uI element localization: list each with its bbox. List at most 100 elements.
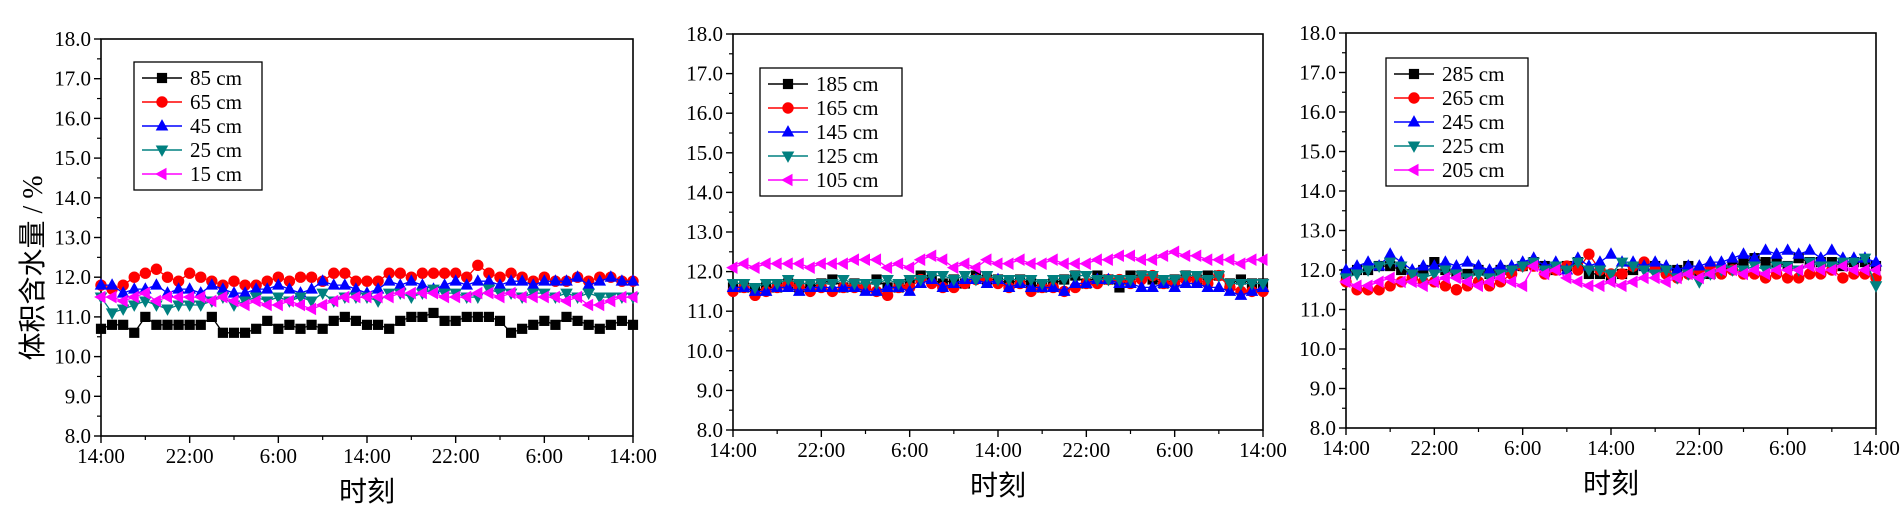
data-point <box>1559 271 1572 285</box>
data-point <box>1156 249 1169 263</box>
data-point <box>858 253 870 267</box>
data-point <box>1091 275 1104 287</box>
data-point <box>1548 263 1561 277</box>
data-point <box>105 290 117 304</box>
data-point <box>1670 271 1682 285</box>
data-point <box>1101 253 1113 267</box>
data-point <box>160 290 172 304</box>
data-point <box>980 271 994 283</box>
data-point <box>228 275 240 287</box>
legend-marker <box>1407 115 1421 127</box>
data-point <box>1079 257 1091 270</box>
data-point <box>494 315 506 326</box>
data-point <box>1024 257 1036 270</box>
data-point <box>1648 271 1660 285</box>
data-point <box>449 274 462 286</box>
data-point <box>1339 275 1351 289</box>
legend-label: 145 cm <box>816 120 878 144</box>
x-tick-label: 14:00 <box>1852 436 1900 460</box>
data-point <box>1461 255 1474 267</box>
data-point <box>227 286 241 298</box>
data-point <box>1516 261 1529 273</box>
data-point <box>770 278 784 291</box>
y-tick-label: 13.0 <box>1299 219 1336 243</box>
x-tick-label: 14:00 <box>974 438 1022 462</box>
data-point <box>1146 280 1159 292</box>
y-tick-label: 12.0 <box>1299 258 1336 282</box>
data-point <box>946 261 959 274</box>
data-point <box>127 290 139 304</box>
y-tick-label: 14.0 <box>54 186 91 210</box>
legend-label: 245 cm <box>1442 110 1504 134</box>
y-tick-label: 18.0 <box>686 22 723 46</box>
data-point <box>1835 259 1848 273</box>
data-point <box>350 275 362 287</box>
y-tick-label: 12.0 <box>686 260 723 284</box>
data-point <box>526 290 538 304</box>
data-point <box>116 304 130 316</box>
data-point <box>1760 257 1771 268</box>
y-tick-label: 18.0 <box>54 27 91 51</box>
data-point <box>1681 267 1693 281</box>
y-tick-label: 9.0 <box>1310 377 1336 401</box>
data-point <box>781 275 795 287</box>
data-point <box>1604 269 1618 281</box>
data-point <box>316 274 329 286</box>
data-point <box>1813 263 1826 277</box>
data-point <box>173 319 184 330</box>
data-point <box>627 319 639 330</box>
data-point <box>892 278 905 291</box>
data-point <box>138 286 150 300</box>
data-point <box>294 292 307 304</box>
x-axis-title: 时刻 <box>970 470 1026 502</box>
data-point <box>304 302 317 316</box>
data-point <box>326 294 339 308</box>
data-point <box>1582 279 1594 293</box>
y-tick-label: 8.0 <box>1310 416 1336 440</box>
data-point <box>404 286 416 300</box>
data-point <box>295 323 306 334</box>
x-tick-label: 6:00 <box>1504 436 1541 460</box>
data-point <box>116 286 130 298</box>
data-point <box>1593 255 1607 267</box>
data-point <box>260 298 272 312</box>
data-point <box>1869 263 1881 277</box>
data-point <box>1394 275 1406 289</box>
data-point <box>448 290 461 304</box>
x-axis-title: 时刻 <box>1583 468 1639 500</box>
data-point <box>550 319 561 330</box>
y-tick-label: 15.0 <box>686 141 723 165</box>
data-point <box>1770 247 1783 259</box>
x-tick-label: 22:00 <box>1410 436 1458 460</box>
data-point <box>238 298 250 312</box>
data-point <box>472 311 483 322</box>
data-point <box>282 294 294 308</box>
data-point <box>859 278 872 291</box>
data-point <box>349 290 361 304</box>
data-point <box>1758 267 1771 281</box>
y-tick-label: 10.0 <box>54 345 91 369</box>
data-point <box>1858 263 1870 277</box>
legend-label: 265 cm <box>1442 86 1504 110</box>
data-point <box>1824 263 1837 277</box>
data-point <box>969 275 983 287</box>
data-point <box>1637 265 1651 277</box>
data-point <box>372 275 384 287</box>
data-point <box>171 290 184 304</box>
data-point <box>427 267 440 279</box>
data-point <box>980 253 992 267</box>
data-point <box>837 275 850 287</box>
data-point <box>891 257 904 270</box>
data-point <box>483 267 495 279</box>
data-point <box>1693 259 1706 271</box>
data-point <box>616 315 628 326</box>
data-point <box>848 278 861 291</box>
data-point <box>273 323 284 334</box>
data-point <box>1505 265 1518 277</box>
data-point <box>339 267 351 279</box>
data-point <box>1145 253 1158 267</box>
data-point <box>726 261 738 274</box>
data-point <box>194 300 208 312</box>
